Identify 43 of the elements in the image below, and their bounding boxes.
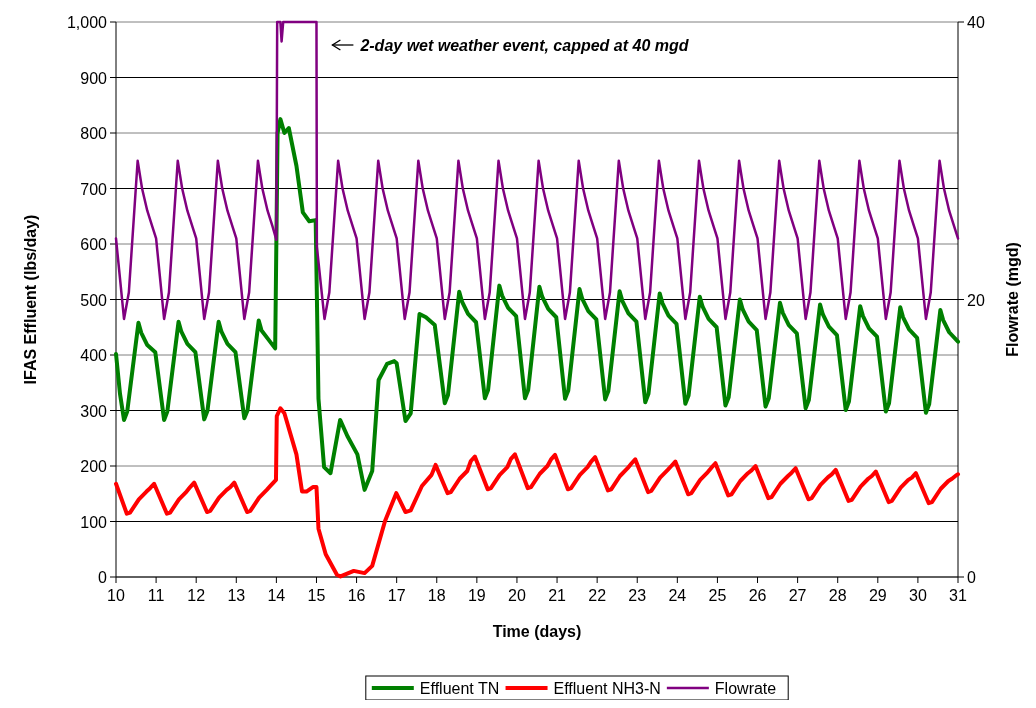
- x-tick-label: 31: [949, 587, 967, 604]
- annotation: 2-day wet weather event, capped at 40 mgd: [359, 37, 690, 54]
- y-tick-label: 500: [80, 291, 108, 309]
- legend-label: Effluent TN: [419, 680, 500, 697]
- x-tick-label: 21: [548, 587, 567, 604]
- x-tick-label: 12: [187, 587, 206, 604]
- x-tick-label: 17: [387, 587, 406, 604]
- y2-tick-label: 0: [967, 569, 976, 586]
- y-tick-label: 1,000: [66, 14, 108, 31]
- x-tick-label: 18: [427, 587, 446, 604]
- y-tick-label: 200: [80, 458, 108, 475]
- y-axis-title: IFAS Effluent (lbs/day): [22, 214, 39, 385]
- x-tick-label: 15: [307, 587, 326, 604]
- y2-axis-title: Flowrate (mgd): [1004, 242, 1021, 357]
- y2-tick-label: 20: [967, 291, 985, 309]
- x-tick-label: 26: [748, 587, 767, 604]
- y-tick-label: 900: [80, 69, 108, 87]
- x-tick-label: 19: [467, 587, 486, 604]
- x-tick-label: 16: [347, 587, 366, 604]
- legend-label: Flowrate: [714, 680, 777, 697]
- y-tick-label: 800: [80, 125, 108, 142]
- x-tick-label: 10: [107, 587, 125, 604]
- x-tick-label: 25: [708, 587, 727, 604]
- y-tick-label: 100: [80, 513, 108, 531]
- x-tick-label: 28: [828, 587, 847, 604]
- x-tick-label: 22: [588, 587, 607, 604]
- y-tick-label: 300: [80, 402, 108, 420]
- legend-label: Effluent NH3-N: [553, 680, 661, 697]
- y2-tick-label: 40: [967, 14, 985, 31]
- x-tick-label: 29: [868, 587, 887, 604]
- x-tick-label: 23: [628, 587, 647, 604]
- x-tick-label: 13: [227, 587, 246, 604]
- y-tick-label: 0: [98, 569, 108, 586]
- x-tick-label: 27: [788, 587, 807, 604]
- y-tick-label: 400: [80, 347, 108, 364]
- y-tick-label: 600: [80, 236, 108, 253]
- x-tick-label: 20: [508, 587, 526, 604]
- x-tick-label: 11: [147, 587, 165, 604]
- x-tick-label: 30: [909, 587, 927, 604]
- x-axis-title: Time (days): [492, 623, 582, 640]
- x-tick-label: 14: [267, 587, 286, 604]
- x-tick-label: 24: [668, 587, 687, 604]
- y-tick-label: 700: [80, 180, 108, 198]
